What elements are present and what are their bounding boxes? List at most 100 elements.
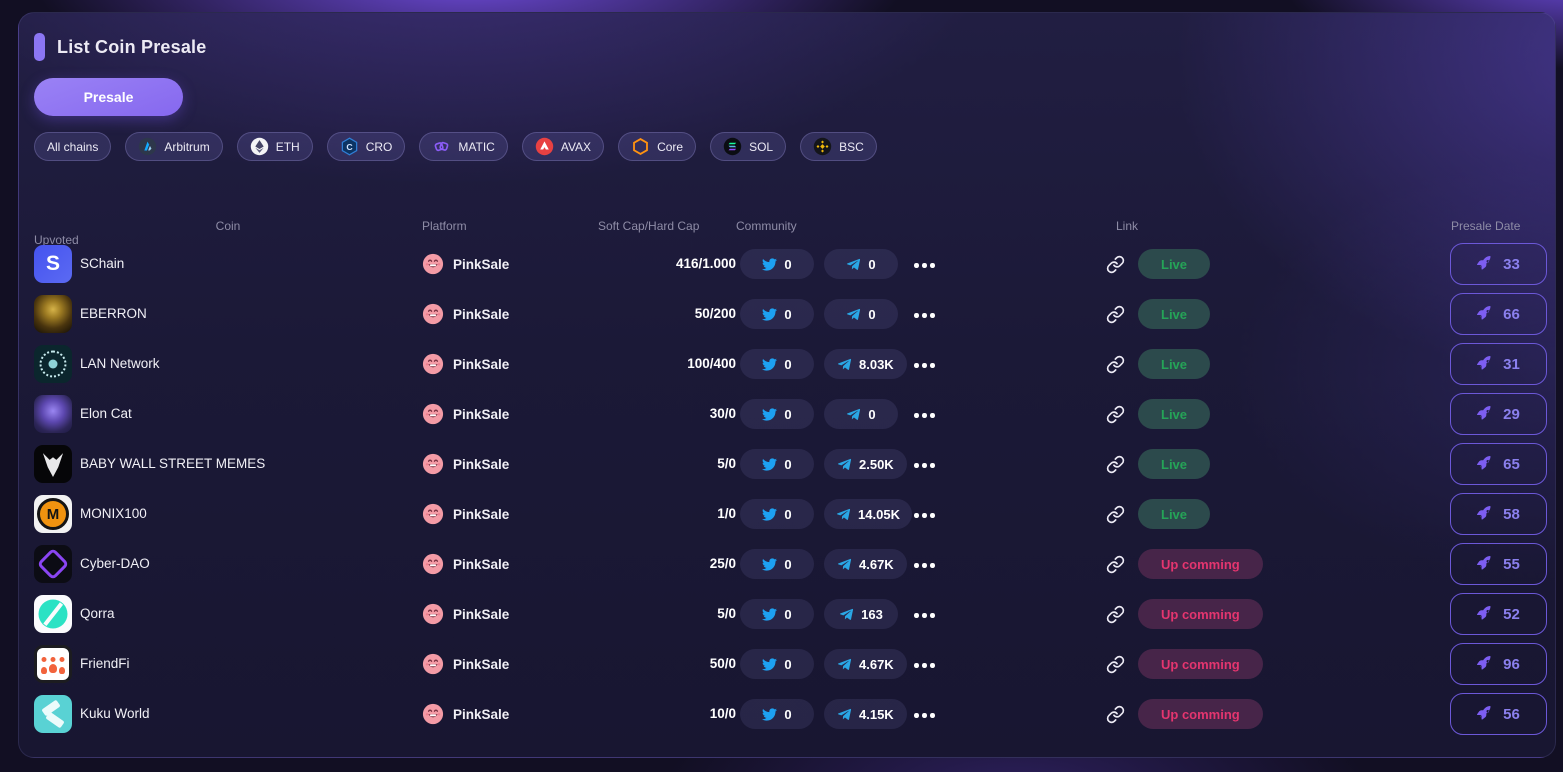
- column-header-cap: Soft Cap/Hard Cap: [598, 219, 700, 233]
- website-link-icon[interactable]: [1106, 655, 1125, 674]
- upvote-button[interactable]: 96: [1450, 643, 1547, 685]
- chain-filter-matic[interactable]: MATIC: [419, 132, 508, 161]
- coin-name[interactable]: Elon Cat: [80, 406, 132, 421]
- twitter-stat-button[interactable]: 0: [740, 299, 814, 329]
- website-link-icon[interactable]: [1106, 405, 1125, 424]
- telegram-stat-button[interactable]: 8.03K: [824, 349, 907, 379]
- more-options-button[interactable]: [912, 257, 937, 274]
- telegram-stat-button[interactable]: 2.50K: [824, 449, 907, 479]
- twitter-icon: [762, 557, 778, 572]
- website-link-icon[interactable]: [1106, 505, 1125, 524]
- coin-name[interactable]: FriendFi: [80, 656, 130, 671]
- telegram-stat-button[interactable]: 0: [824, 249, 898, 279]
- twitter-stat-button[interactable]: 0: [740, 549, 814, 579]
- telegram-stat-button[interactable]: 163: [824, 599, 898, 629]
- telegram-stat-button[interactable]: 0: [824, 399, 898, 429]
- website-link-icon[interactable]: [1106, 455, 1125, 474]
- bsc-icon: [813, 137, 832, 156]
- website-link-icon[interactable]: [1106, 555, 1125, 574]
- twitter-stat-button[interactable]: 0: [740, 699, 814, 729]
- telegram-icon: [837, 457, 852, 472]
- upvote-button[interactable]: 58: [1450, 493, 1547, 535]
- chain-filter-all-chains[interactable]: All chains: [34, 132, 112, 161]
- coin-name[interactable]: MONIX100: [80, 506, 147, 521]
- coin-name[interactable]: EBERRON: [80, 306, 147, 321]
- upvote-button[interactable]: 31: [1450, 343, 1547, 385]
- website-link-icon[interactable]: [1106, 255, 1125, 274]
- telegram-count: 2.50K: [859, 456, 894, 472]
- coin-avatar: [34, 345, 72, 383]
- twitter-stat-button[interactable]: 0: [740, 499, 814, 529]
- more-options-button[interactable]: [912, 357, 937, 374]
- twitter-icon: [762, 307, 778, 322]
- more-options-button[interactable]: [912, 507, 937, 524]
- softcap-hardcap-value: 50/200: [694, 306, 736, 321]
- pinksale-icon: [422, 553, 444, 575]
- softcap-hardcap-value: 5/0: [717, 606, 736, 621]
- upvote-button[interactable]: 29: [1450, 393, 1547, 435]
- chain-filter-eth[interactable]: ETH: [236, 132, 313, 161]
- telegram-icon: [846, 407, 861, 422]
- telegram-stat-button[interactable]: 14.05K: [824, 499, 912, 529]
- platform-name: PinkSale: [453, 456, 510, 472]
- more-options-button[interactable]: [912, 707, 937, 724]
- softcap-hardcap-value: 1/0: [717, 506, 736, 521]
- more-options-button[interactable]: [912, 307, 937, 324]
- twitter-stat-button[interactable]: 0: [740, 399, 814, 429]
- telegram-stat-button[interactable]: 4.67K: [824, 649, 907, 679]
- website-link-icon[interactable]: [1106, 605, 1125, 624]
- website-link-icon[interactable]: [1106, 355, 1125, 374]
- upvote-button[interactable]: 33: [1450, 243, 1547, 285]
- chain-filter-sol[interactable]: SOL: [710, 132, 787, 161]
- status-badge: Live: [1138, 449, 1211, 479]
- more-options-button[interactable]: [912, 407, 937, 424]
- platform-cell: PinkSale: [422, 603, 598, 625]
- twitter-icon: [762, 257, 778, 272]
- twitter-stat-button[interactable]: 0: [740, 449, 814, 479]
- chain-filter-avax[interactable]: AVAX: [521, 132, 605, 161]
- coin-name[interactable]: Cyber-DAO: [80, 556, 150, 571]
- telegram-stat-button[interactable]: 4.67K: [824, 549, 907, 579]
- presale-tab-button[interactable]: Presale: [34, 78, 183, 116]
- platform-name: PinkSale: [453, 556, 510, 572]
- website-link-icon[interactable]: [1106, 705, 1125, 724]
- upvote-button[interactable]: 55: [1450, 543, 1547, 585]
- telegram-stat-button[interactable]: 4.15K: [824, 699, 907, 729]
- chain-filter-cro[interactable]: C CRO: [326, 132, 406, 161]
- upvote-button[interactable]: 56: [1450, 693, 1547, 735]
- coin-name[interactable]: Qorra: [80, 606, 115, 621]
- more-options-button[interactable]: [912, 657, 937, 674]
- twitter-stat-button[interactable]: 0: [740, 599, 814, 629]
- coin-name[interactable]: Kuku World: [80, 706, 150, 721]
- coin-avatar-glyph: M: [46, 505, 60, 523]
- status-badge: Up comming: [1138, 599, 1263, 629]
- coin-name[interactable]: SChain: [80, 256, 125, 271]
- chain-filter-arbitrum[interactable]: Arbitrum: [125, 132, 223, 161]
- coin-name[interactable]: BABY WALL STREET MEMES: [80, 456, 266, 471]
- rocket-icon: [1477, 256, 1493, 272]
- status-badge: Live: [1138, 249, 1211, 279]
- twitter-stat-button[interactable]: 0: [740, 249, 814, 279]
- more-options-button[interactable]: [912, 607, 937, 624]
- telegram-count: 4.67K: [859, 556, 894, 572]
- coin-name[interactable]: LAN Network: [80, 356, 160, 371]
- platform-cell: PinkSale: [422, 703, 598, 725]
- softcap-hardcap-value: 100/400: [687, 356, 736, 371]
- twitter-icon: [762, 407, 778, 422]
- telegram-stat-button[interactable]: 0: [824, 299, 898, 329]
- rocket-icon: [1477, 556, 1493, 572]
- more-options-button[interactable]: [912, 557, 937, 574]
- chain-filter-bsc[interactable]: BSC: [800, 132, 877, 161]
- upvote-button[interactable]: 66: [1450, 293, 1547, 335]
- upvote-button[interactable]: 52: [1450, 593, 1547, 635]
- twitter-stat-button[interactable]: 0: [740, 349, 814, 379]
- table-body: S SChain PinkSale 416/1.000 0 0: [19, 239, 1555, 739]
- upvote-button[interactable]: 65: [1450, 443, 1547, 485]
- platform-cell: PinkSale: [422, 503, 598, 525]
- twitter-stat-button[interactable]: 0: [740, 649, 814, 679]
- chain-filter-core[interactable]: Core: [618, 132, 697, 161]
- coin-avatar: [34, 595, 72, 633]
- softcap-hardcap-value: 50/0: [709, 656, 736, 671]
- website-link-icon[interactable]: [1106, 305, 1125, 324]
- more-options-button[interactable]: [912, 457, 937, 474]
